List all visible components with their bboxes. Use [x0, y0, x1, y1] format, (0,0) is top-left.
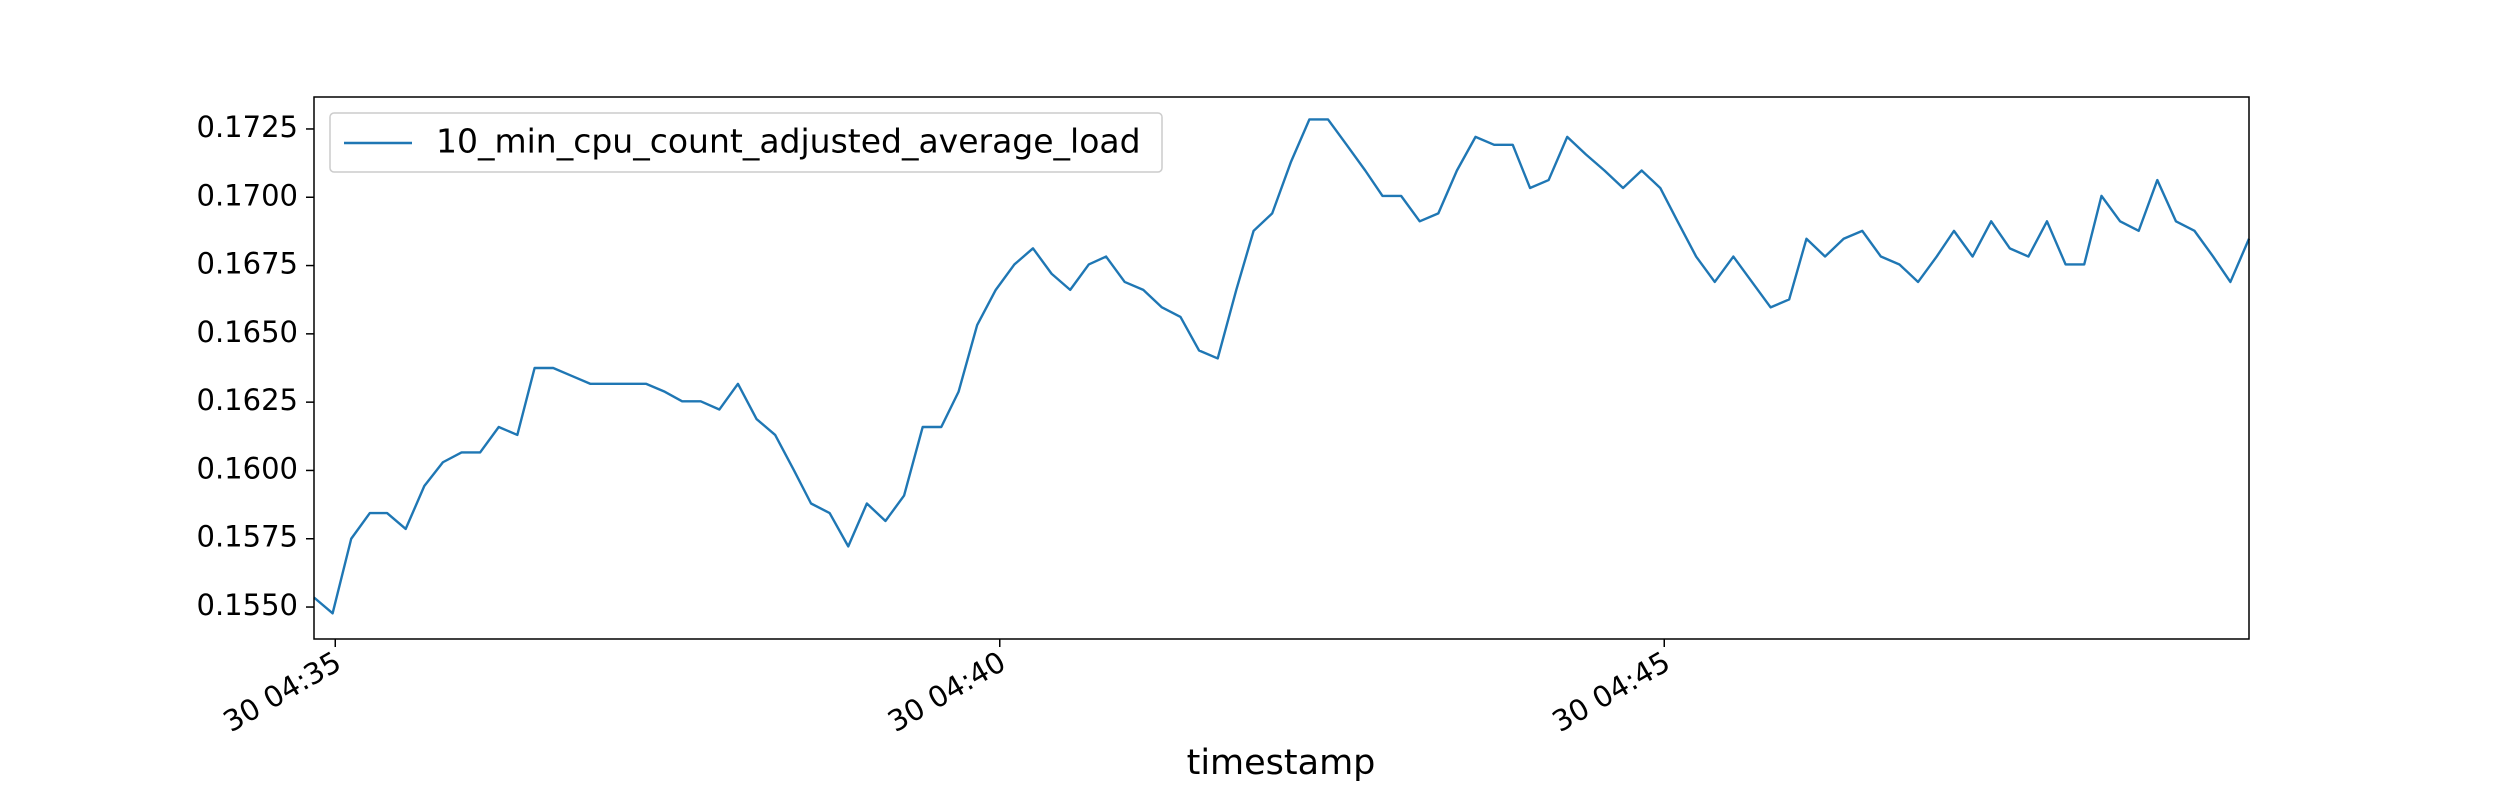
y-tick-label: 0.1575: [197, 520, 298, 554]
y-tick-label: 0.1700: [197, 178, 298, 212]
x-axis-label: timestamp: [1187, 743, 1376, 783]
y-tick-label: 0.1550: [197, 588, 298, 622]
y-tick-label: 0.1625: [197, 383, 298, 417]
plot-frame: [313, 96, 2250, 640]
y-tick-label: 0.1650: [197, 315, 298, 349]
legend-box: [329, 112, 1163, 173]
y-tick-label: 0.1600: [197, 451, 298, 485]
data-line: [313, 118, 2251, 615]
x-tick-label: 30 04:35: [217, 645, 346, 739]
y-tick-label: 0.1675: [197, 247, 298, 281]
x-tick-label: 30 04:40: [882, 645, 1011, 739]
legend-label: 10_min_cpu_count_adjusted_average_load: [436, 122, 1141, 161]
x-tick-label: 30 04:45: [1546, 645, 1675, 739]
y-tick-label: 0.1725: [197, 110, 298, 144]
